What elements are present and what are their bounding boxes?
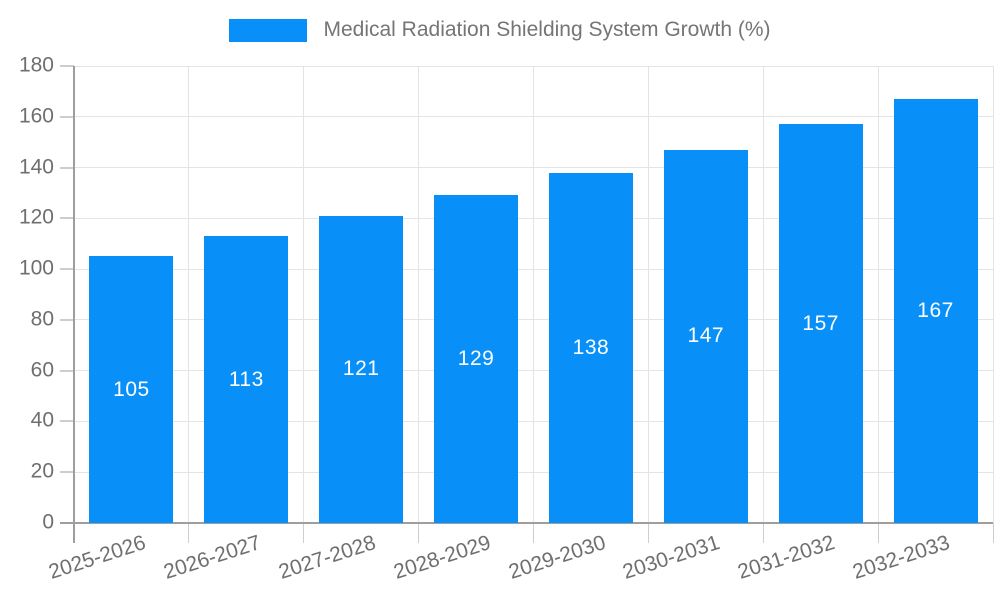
y-axis-tick-label: 60 (30, 358, 54, 382)
x-gridline (647, 66, 649, 523)
x-axis-tick (533, 523, 534, 543)
y-axis-tick (60, 166, 74, 169)
bar-2026-2027: 113 (204, 236, 289, 523)
legend-label: Medical Radiation Shielding System Growt… (323, 18, 771, 41)
y-axis-tick-label: 140 (18, 155, 54, 179)
bar-value-label: 167 (917, 298, 954, 322)
x-gridline (418, 66, 420, 523)
x-axis-category-label: 2027-2028 (275, 531, 379, 584)
bar-value-label: 105 (113, 377, 150, 401)
x-axis-category-label: 2030-2031 (620, 531, 723, 584)
bar-2027-2028: 121 (319, 215, 404, 523)
x-axis-category-label: 2032-2033 (850, 531, 953, 584)
bar-2025-2026: 105 (89, 256, 174, 523)
y-axis-tick-label: 80 (30, 307, 54, 331)
y-axis-line (73, 66, 75, 543)
x-axis-tick (992, 523, 994, 543)
x-gridline (303, 66, 305, 523)
bar-2028-2029: 129 (434, 195, 519, 523)
y-gridline (74, 65, 993, 67)
plot-area: 0 20 40 60 80 100 120 140 160 180 105 2025-2026 113 2… (19, 54, 994, 584)
y-axis-tick (60, 268, 74, 271)
legend-item[interactable]: Medical Radiation Shielding System Growt… (0, 18, 1000, 42)
bar-value-label: 129 (457, 347, 495, 371)
bar-value-label: 113 (228, 367, 264, 391)
y-axis-tick (60, 471, 74, 474)
y-axis-tick-label: 40 (30, 408, 54, 432)
x-axis-tick (188, 523, 190, 543)
y-axis-tick (60, 369, 74, 372)
bar-2029-2030: 138 (548, 172, 633, 523)
y-axis-tick (60, 115, 74, 118)
y-axis-tick-label: 180 (18, 53, 54, 77)
x-axis-tick (877, 523, 879, 543)
bar-value-label: 121 (342, 357, 380, 381)
bar-2030-2031: 147 (663, 149, 748, 523)
bar-value-label: 147 (687, 324, 725, 348)
x-axis-category-label: 2031-2032 (735, 531, 838, 584)
x-gridline (762, 66, 764, 523)
y-gridline (74, 116, 993, 118)
x-axis-category-label: 2028-2029 (390, 531, 494, 584)
x-axis-tick (647, 523, 649, 543)
bar-value-label: 157 (802, 311, 839, 335)
bar-2031-2032: 157 (778, 124, 863, 523)
y-axis-tick (60, 318, 74, 321)
x-axis-tick (762, 523, 764, 543)
y-axis-tick-label: 100 (18, 256, 54, 280)
y-axis-tick-label: 160 (18, 104, 54, 128)
x-gridline (533, 66, 534, 523)
legend-swatch-icon (229, 18, 308, 42)
x-gridline (877, 66, 879, 523)
y-axis-tick (60, 217, 74, 220)
y-axis-tick (60, 522, 74, 524)
x-axis-category-label: 2029-2030 (505, 531, 609, 584)
bar-value-label: 138 (572, 335, 610, 359)
y-axis-tick-label: 20 (30, 459, 54, 483)
y-axis-tick-label: 120 (18, 205, 54, 229)
y-axis-tick (60, 65, 74, 67)
y-axis-tick-label: 0 (42, 510, 54, 534)
x-axis-tick (303, 523, 305, 543)
y-axis-tick (60, 420, 74, 423)
bar-2032-2033: 167 (893, 99, 978, 523)
x-axis-category-label: 2025-2026 (45, 531, 149, 584)
x-gridline (188, 66, 190, 523)
x-axis-tick (73, 523, 75, 543)
x-gridline (992, 66, 994, 523)
x-axis-tick (418, 523, 420, 543)
x-axis-category-label: 2026-2027 (160, 531, 264, 584)
